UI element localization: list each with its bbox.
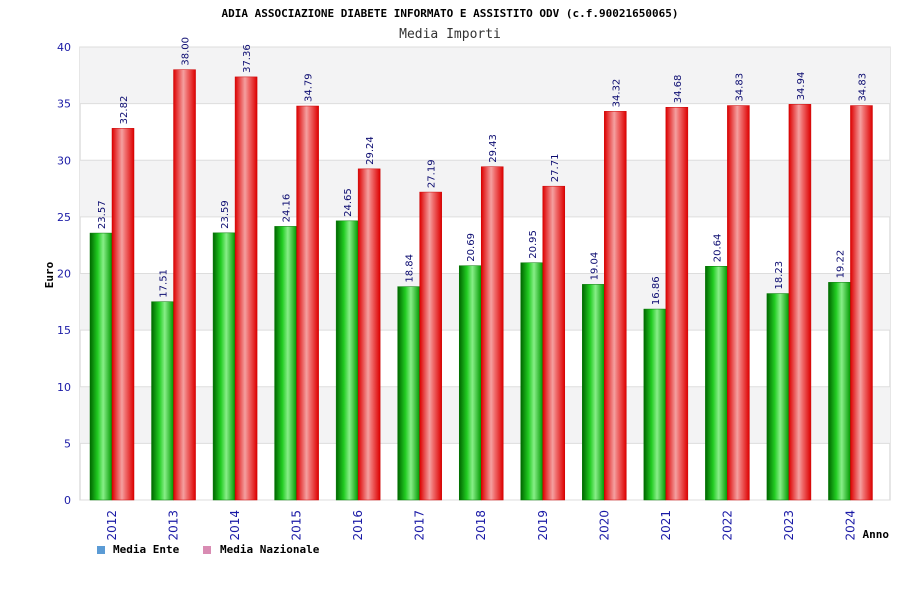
x-tick-label-2022: 2022: [720, 510, 734, 541]
x-tick-label-2023: 2023: [782, 510, 796, 541]
grid-band: [80, 47, 890, 104]
bar-media-ente-2021: [643, 308, 667, 501]
y-tick-label: 15: [57, 324, 71, 337]
bar-media-nazionale-2014: [234, 76, 258, 501]
y-tick-label: 10: [57, 381, 71, 394]
bars: [89, 69, 873, 501]
bar-media-nazionale-2020: [604, 111, 627, 501]
x-tick-label-2019: 2019: [536, 510, 550, 541]
data-label-media-nazionale-2016: 29.24: [365, 136, 376, 165]
data-label-media-nazionale-2019: 27.71: [550, 154, 561, 183]
y-tick-label: 40: [57, 41, 71, 54]
bar-media-ente-2020: [582, 284, 605, 501]
x-tick-label-2016: 2016: [351, 510, 365, 541]
chart-title: ADIA ASSOCIAZIONE DIABETE INFORMATO E AS…: [222, 7, 679, 20]
bar-media-ente-2018: [458, 265, 482, 501]
data-label-media-ente-2019: 20.95: [528, 230, 539, 259]
data-label-media-ente-2022: 20.64: [712, 234, 723, 263]
legend-label-media-nazionale: Media Nazionale: [220, 543, 320, 556]
data-label-media-ente-2015: 24.16: [282, 194, 293, 223]
data-labels: 23.57 32.82 17.51 38.00 23.59 37.36 24.16 34.79…: [97, 37, 868, 305]
data-label-media-nazionale-2012: 32.82: [119, 96, 130, 125]
data-label-media-nazionale-2023: 34.94: [796, 72, 807, 101]
x-axis-label: Anno: [863, 528, 890, 541]
data-label-media-ente-2013: 17.51: [159, 269, 170, 298]
bar-media-nazionale-2024: [850, 105, 873, 501]
data-label-media-ente-2012: 23.57: [97, 200, 108, 229]
data-label-media-nazionale-2018: 29.43: [488, 134, 499, 163]
data-label-media-ente-2017: 18.84: [405, 254, 416, 283]
data-label-media-nazionale-2017: 27.19: [427, 159, 438, 188]
data-label-media-ente-2021: 16.86: [651, 276, 662, 305]
data-label-media-ente-2014: 23.59: [220, 200, 231, 229]
data-label-media-nazionale-2020: 34.32: [611, 79, 622, 108]
x-tick-label-2018: 2018: [474, 510, 488, 541]
bar-media-nazionale-2012: [111, 128, 135, 501]
x-tick-label-2017: 2017: [413, 510, 427, 541]
data-label-media-nazionale-2014: 37.36: [242, 44, 253, 73]
bar-media-nazionale-2023: [788, 104, 812, 501]
x-axis-ticks: 2012 2013 2014 2015 2016 2017 2018 2019 2020 2021…: [105, 510, 857, 541]
x-tick-label-2020: 2020: [597, 510, 611, 541]
legend-swatch-media-nazionale: [203, 546, 211, 554]
data-label-media-nazionale-2015: 34.79: [304, 73, 315, 102]
legend: Media Ente Media Nazionale: [97, 543, 320, 556]
bar-media-ente-2013: [151, 301, 174, 501]
bar-media-nazionale-2016: [357, 168, 381, 501]
y-tick-label: 20: [57, 268, 71, 281]
y-tick-label: 5: [64, 437, 71, 450]
bar-media-ente-2024: [828, 282, 851, 501]
x-tick-label-2013: 2013: [167, 510, 181, 541]
x-tick-label-2024: 2024: [843, 510, 857, 541]
x-tick-label-2014: 2014: [228, 510, 242, 541]
chart-subtitle: Media Importi: [399, 27, 501, 42]
bar-media-ente-2017: [397, 286, 420, 501]
bar-media-nazionale-2021: [665, 106, 689, 501]
legend-label-media-ente: Media Ente: [113, 543, 180, 556]
bar-media-nazionale-2022: [727, 105, 750, 501]
x-tick-label-2015: 2015: [290, 510, 304, 541]
data-label-media-nazionale-2013: 38.00: [181, 37, 192, 66]
data-label-media-ente-2016: 24.65: [343, 188, 354, 217]
data-label-media-ente-2023: 18.23: [774, 261, 785, 290]
bar-media-ente-2012: [89, 232, 113, 501]
data-label-media-ente-2024: 19.22: [835, 250, 846, 279]
bar-media-ente-2019: [520, 262, 544, 501]
y-axis-label: Euro: [43, 261, 56, 288]
bar-media-nazionale-2017: [419, 191, 442, 501]
bar-media-nazionale-2015: [296, 105, 319, 501]
data-label-media-ente-2018: 20.69: [466, 233, 477, 262]
bar-media-ente-2016: [335, 220, 359, 501]
data-label-media-nazionale-2021: 34.68: [673, 75, 684, 104]
bar-media-nazionale-2019: [542, 185, 566, 501]
data-label-media-nazionale-2024: 34.83: [857, 73, 868, 102]
y-tick-label: 25: [57, 211, 71, 224]
bar-media-ente-2022: [705, 266, 728, 501]
y-axis-ticks: 0 5 10 15 20 25 30 35 40: [57, 41, 71, 507]
data-label-media-ente-2020: 19.04: [589, 252, 600, 281]
data-label-media-nazionale-2022: 34.83: [734, 73, 745, 102]
x-tick-label-2021: 2021: [659, 510, 673, 541]
y-tick-label: 35: [57, 98, 71, 111]
bar-media-nazionale-2013: [173, 69, 196, 501]
y-tick-label: 30: [57, 154, 71, 167]
bar-media-nazionale-2018: [480, 166, 504, 501]
bar-media-ente-2015: [274, 226, 297, 501]
bar-media-ente-2014: [212, 232, 236, 501]
legend-swatch-media-ente: [97, 546, 105, 554]
x-tick-label-2012: 2012: [105, 510, 119, 541]
y-tick-label: 0: [64, 494, 71, 507]
bar-media-ente-2023: [766, 293, 790, 501]
